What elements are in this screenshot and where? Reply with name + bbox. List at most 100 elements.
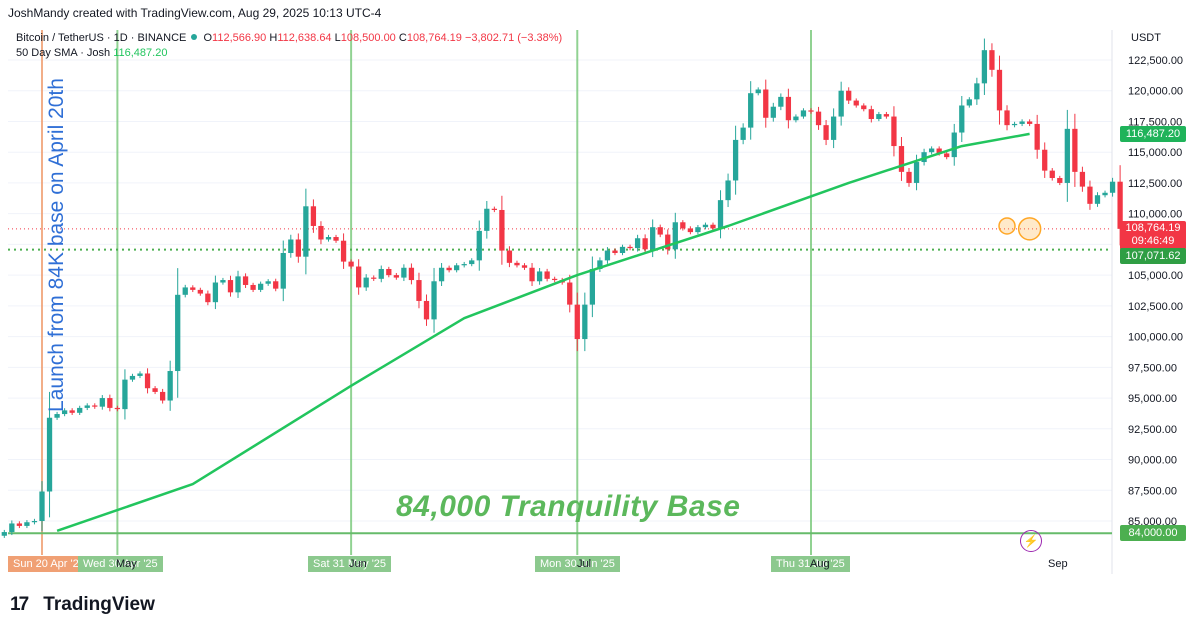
candle-body [227,280,234,293]
candle-body [717,200,724,229]
candle-body [144,373,151,389]
candle-body [536,271,543,282]
candle-body [740,127,746,140]
candle-body [378,268,384,279]
tradingview-logo: 17 TradingView [10,594,155,616]
x-label-apr30: Wed 30 Apr '25 [78,556,163,572]
y-tick-label: 120,000.00 [1128,86,1183,98]
base-level-badge: 84,000.00 [1120,525,1186,541]
candle-body [1087,186,1093,204]
candle-body [830,116,837,140]
candle-body [235,276,241,293]
candle-body [627,246,633,249]
candle-body [159,391,166,401]
y-tick-label: 105,000.00 [1128,270,1183,282]
candle-body [944,153,950,158]
candle-body [966,99,972,106]
candle-body [454,265,460,271]
candle-body [604,250,611,261]
x-label-jun30: Mon 30 Jun '25 [535,556,620,572]
candle-body [1094,195,1101,204]
candle-body [220,280,226,283]
candle-body [1034,123,1040,150]
candle-body [54,414,60,418]
launch-annotation: Launch from 84K base on April 20th [45,78,68,412]
candle-body [491,208,497,210]
candle-body [393,275,399,278]
candle-body [1072,128,1078,172]
candle-body [785,96,792,121]
candle-body [280,253,286,289]
candle-body [24,522,30,526]
currency-label[interactable]: USDT [1131,32,1161,44]
candle-body [906,171,912,183]
candle-body [356,266,362,288]
y-tick-label: 117,500.00 [1128,116,1182,128]
y-tick-label: 110,000.00 [1128,209,1182,221]
candle-body [99,398,105,407]
candle-body [1011,123,1018,126]
candle-body [634,238,641,249]
candle-body [167,371,173,401]
y-tick-label: 90,000.00 [1128,455,1177,467]
candle-body [861,105,867,110]
candle-body [506,250,513,263]
sma-legend-row: 50 Day SMA · Josh 116,487.20 [16,47,167,59]
candle-body [265,281,271,284]
tradingview-logo-name: TradingView [43,594,155,615]
candle-body [959,105,965,133]
candle-body [989,50,995,70]
ohlc-high-label: H [269,32,278,44]
candle-body [348,261,354,267]
candle-body [996,69,1003,111]
candle-body [431,281,437,320]
tradingview-logo-mark: 17 [10,594,29,615]
candle-body [710,224,716,229]
candle-body [846,90,852,101]
candle-body [574,304,580,340]
lightning-icon[interactable]: ⚡ [1020,530,1042,552]
ohlc-close: 108,764.19 [406,32,462,44]
candle-body [838,90,844,117]
candle-body [642,238,648,250]
candle-body [408,267,415,281]
candle-body [77,407,83,413]
candle-body [1026,121,1033,124]
y-tick-label: 112,500.00 [1128,178,1182,190]
candle-body [687,228,694,233]
candle-body [318,225,324,240]
candle-body [514,262,520,266]
candle-body [567,282,573,305]
candle-body [589,268,596,305]
x-label-may: May [116,558,137,570]
candle-body [770,106,776,118]
candle-body [212,282,219,303]
candle-body [9,523,15,533]
candle-body [1042,149,1048,171]
candle-body [597,260,603,269]
symbol-name[interactable]: Bitcoin / TetherUS · 1D · BINANCE [16,32,187,44]
candle-body [650,227,656,250]
candle-body [46,417,53,492]
candle-body [190,287,196,290]
y-tick-label: 95,000.00 [1128,393,1177,405]
sma-legend-label[interactable]: 50 Day SMA · Josh [16,47,111,59]
candle-body [763,89,769,118]
candle-body [423,300,430,320]
candle-body [672,222,678,250]
candle-body [242,276,249,285]
candle-body [295,239,301,257]
candle-body [416,280,422,301]
candle-body [469,260,475,265]
tranquility-base-annotation: 84,000 Tranquility Base [396,490,741,523]
candle-body [1057,178,1063,183]
y-tick-label: 122,500.00 [1128,55,1183,67]
highlight-circle [998,217,1016,235]
candle-body [755,89,761,94]
candle-body [122,379,128,410]
candle-body [951,132,957,158]
candle-body [898,146,905,172]
candle-body [1102,192,1108,196]
candle-body [1109,181,1116,193]
